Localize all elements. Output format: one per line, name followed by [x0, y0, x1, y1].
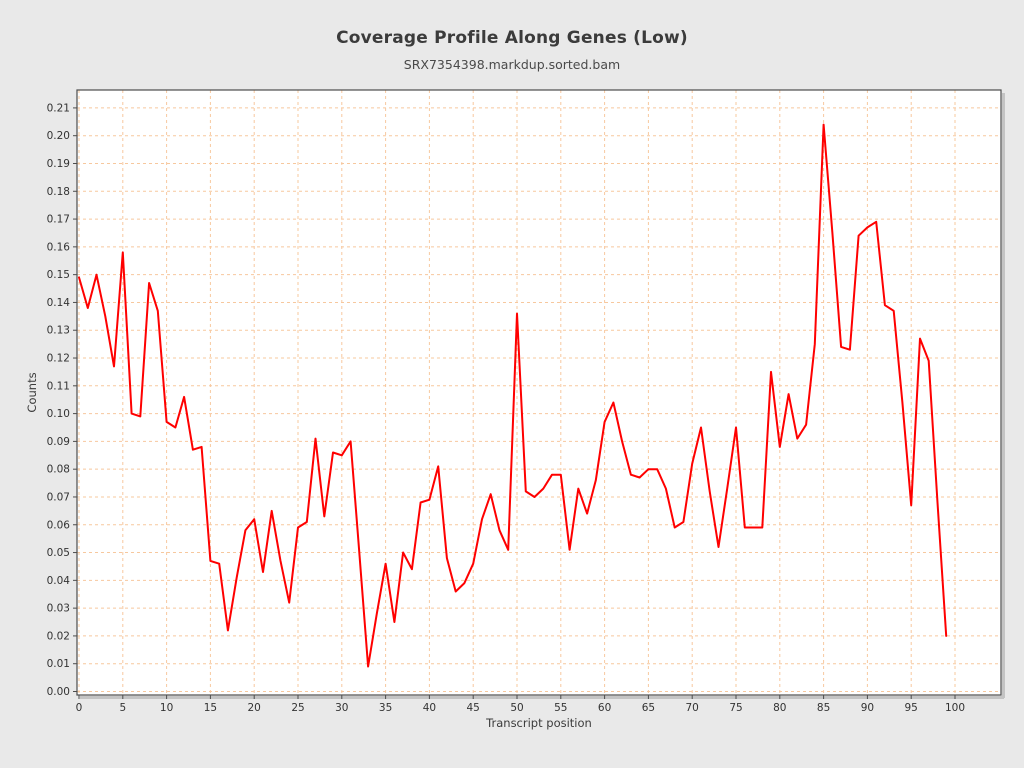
y-tick-label: 0.05 [47, 547, 70, 559]
x-tick-label: 60 [598, 702, 611, 714]
y-tick-label: 0.04 [47, 575, 71, 587]
x-tick-label: 85 [817, 702, 830, 714]
x-tick-label: 20 [248, 702, 261, 714]
y-tick-label: 0.03 [47, 603, 70, 615]
y-tick-label: 0.09 [47, 436, 70, 448]
x-tick-label: 15 [204, 702, 217, 714]
y-tick-label: 0.14 [47, 297, 71, 309]
y-tick-label: 0.10 [47, 408, 70, 420]
x-tick-label: 70 [686, 702, 699, 714]
y-tick-label: 0.13 [47, 325, 70, 337]
x-tick-label: 45 [467, 702, 480, 714]
y-tick-label: 0.20 [47, 130, 70, 142]
x-tick-label: 40 [423, 702, 436, 714]
y-axis-label: Counts [25, 372, 39, 412]
y-tick-label: 0.18 [47, 186, 70, 198]
x-tick-label: 80 [773, 702, 786, 714]
y-tick-label: 0.02 [47, 630, 70, 642]
plot-area [77, 90, 1001, 695]
x-tick-label: 95 [905, 702, 918, 714]
coverage-series-line [78, 123, 948, 668]
x-tick-label: 5 [119, 702, 126, 714]
x-tick-label: 35 [379, 702, 392, 714]
chart-title: Coverage Profile Along Genes (Low) [336, 28, 688, 48]
y-tick-label: 0.06 [47, 519, 71, 531]
x-tick-label: 30 [335, 702, 348, 714]
x-tick-label: 25 [291, 702, 304, 714]
y-tick-label: 0.08 [47, 464, 70, 476]
y-tick-label: 0.21 [47, 102, 70, 114]
x-tick-label: 50 [510, 702, 523, 714]
y-tick-label: 0.17 [47, 214, 70, 226]
x-tick-label: 10 [160, 702, 173, 714]
plot-border [76, 89, 1002, 696]
y-tick-label: 0.15 [47, 269, 70, 281]
x-tick-label: 65 [642, 702, 655, 714]
y-tick-label: 0.00 [47, 686, 70, 698]
y-tick-label: 0.01 [47, 658, 70, 670]
x-tick-label: 55 [554, 702, 567, 714]
x-axis-label: Transcript position [485, 716, 592, 730]
x-tick-label: 0 [76, 702, 83, 714]
y-tick-label: 0.11 [47, 380, 70, 392]
x-tick-label: 90 [861, 702, 874, 714]
chart-subtitle: SRX7354398.markdup.sorted.bam [403, 57, 621, 72]
x-tick-label: 75 [729, 702, 742, 714]
y-tick-label: 0.19 [47, 158, 70, 170]
y-tick-label: 0.12 [47, 353, 70, 365]
y-tick-label: 0.07 [47, 491, 70, 503]
y-tick-label: 0.16 [47, 241, 71, 253]
x-tick-label: 100 [945, 702, 965, 714]
